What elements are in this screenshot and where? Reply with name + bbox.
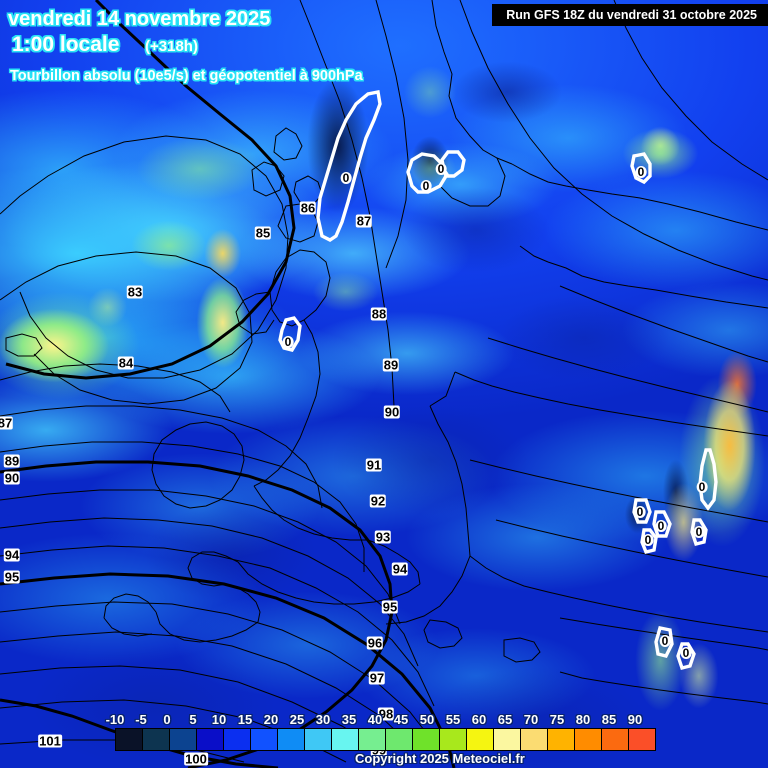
zero-vorticity-label: 0 — [659, 634, 671, 648]
legend-color-cell — [629, 729, 655, 750]
zero-vorticity-label: 0 — [420, 179, 432, 193]
legend-color-cell — [170, 729, 197, 750]
geopotential-contour-label: 89 — [3, 453, 21, 469]
forecast-date: vendredi 14 novembre 2025 — [8, 8, 271, 30]
coastlines — [5, 0, 768, 705]
zero-vorticity-label: 0 — [642, 533, 654, 547]
geopotential-contour-label: 95 — [381, 599, 399, 615]
zero-vorticity-label: 0 — [282, 335, 294, 349]
legend-color-cell — [224, 729, 251, 750]
geopotential-contour-label: 84 — [117, 355, 135, 371]
legend-tick-label: 65 — [497, 712, 513, 727]
geopotential-contour-label: 94 — [3, 547, 21, 563]
zero-vorticity-label: 0 — [693, 525, 705, 539]
legend-tick-label: 60 — [471, 712, 487, 727]
geopotential-contour-label: 90 — [383, 404, 401, 420]
legend-tick-label: 75 — [549, 712, 565, 727]
geopotential-contour-label: 91 — [365, 457, 383, 473]
legend-tick-label: 0 — [163, 712, 171, 727]
legend-tick-label: 90 — [627, 712, 643, 727]
forecast-lead-time: (+318h) — [145, 38, 198, 55]
legend-tick-label: 10 — [211, 712, 227, 727]
legend-tick-label: 30 — [315, 712, 331, 727]
zero-vorticity-label: 0 — [435, 162, 447, 176]
geopotential-contour-label: 93 — [374, 529, 392, 545]
geopotential-contour-label: 92 — [369, 493, 387, 509]
model-run-banner: Run GFS 18Z du vendredi 31 octobre 2025 — [492, 4, 768, 26]
geopotential-contour-label: 83 — [126, 284, 144, 300]
legend-color-cell — [278, 729, 305, 750]
legend-color-cell — [575, 729, 602, 750]
legend-color-cell — [197, 729, 224, 750]
zero-vorticity-label: 0 — [340, 171, 352, 185]
geopotential-contour-label: 90 — [3, 470, 21, 486]
legend-tick-label: 50 — [419, 712, 435, 727]
legend-tick-label: 15 — [237, 712, 253, 727]
legend-tick-label: 45 — [393, 712, 409, 727]
forecast-time: 1:00 locale — [12, 33, 120, 56]
legend-color-cell — [116, 729, 143, 750]
legend-tick-label: -10 — [105, 712, 125, 727]
geopotential-contour-label: 100 — [184, 751, 208, 767]
zero-vorticity-label: 0 — [680, 646, 692, 660]
legend-color-cell — [494, 729, 521, 750]
geopotential-contour-label: 87 — [0, 416, 14, 430]
geopotential-contour-label: 85 — [254, 225, 272, 241]
legend-tick-label: -5 — [135, 712, 147, 727]
legend-color-cell — [440, 729, 467, 750]
geopotential-contour-label: 98 — [377, 706, 395, 722]
legend-color-cell — [602, 729, 629, 750]
legend-tick-label: 70 — [523, 712, 539, 727]
geopotential-contour-label: 89 — [382, 357, 400, 373]
legend-color-cell — [386, 729, 413, 750]
legend-color-cell — [359, 729, 386, 750]
legend-color-cell — [251, 729, 278, 750]
parameter-title: Tourbillon absolu (10e5/s) et géopotenti… — [10, 68, 363, 84]
geopotential-contour-label: 87 — [355, 213, 373, 229]
geopotential-contour-label: 88 — [370, 306, 388, 322]
legend-tick-label: 80 — [575, 712, 591, 727]
geopotential-contour-label: 86 — [299, 200, 317, 216]
legend-color-cell — [305, 729, 332, 750]
legend-tick-label: 85 — [601, 712, 617, 727]
color-scale-legend — [115, 728, 656, 751]
legend-tick-label: 25 — [289, 712, 305, 727]
zero-vorticity-label: 0 — [696, 480, 708, 494]
zero-vorticity-label: 0 — [635, 165, 647, 179]
geopotential-contour-label: 95 — [3, 569, 21, 585]
legend-color-cell — [548, 729, 575, 750]
legend-color-cell — [521, 729, 548, 750]
geopotential-contour-label: 97 — [368, 670, 386, 686]
legend-color-cell — [143, 729, 170, 750]
legend-color-cell — [413, 729, 440, 750]
copyright-notice: Copyright 2025 Meteociel.fr — [355, 751, 525, 766]
legend-tick-label: 35 — [341, 712, 357, 727]
legend-tick-label: 40 — [367, 712, 383, 727]
legend-tick-label: 5 — [189, 712, 197, 727]
geopotential-contour-label: 94 — [391, 561, 409, 577]
legend-color-cell — [332, 729, 359, 750]
legend-color-cell — [467, 729, 494, 750]
zero-vorticity-label: 0 — [655, 519, 667, 533]
geopotential-contour-label: 101 — [38, 733, 62, 749]
legend-tick-label: 55 — [445, 712, 461, 727]
legend-tick-label: 20 — [263, 712, 279, 727]
zero-vorticity-label: 0 — [634, 505, 646, 519]
geopotential-contour-label: 96 — [366, 635, 384, 651]
